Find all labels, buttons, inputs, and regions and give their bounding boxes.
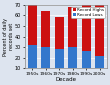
Legend: Record Highs, Record Lows: Record Highs, Record Lows (72, 7, 105, 18)
Bar (82, 3, 91, 51)
Bar (55, 49, 64, 68)
Bar (82, 51, 91, 68)
Bar (95, 1, 104, 56)
Bar (95, 56, 104, 68)
Bar (68, 47, 77, 68)
Bar (41, 11, 50, 47)
Bar (28, 5, 37, 45)
Y-axis label: Percent of daily
records set: Percent of daily records set (3, 18, 14, 56)
Bar (68, 7, 77, 47)
Bar (55, 18, 64, 49)
Bar (41, 47, 50, 68)
X-axis label: Decade: Decade (55, 77, 76, 82)
Bar (28, 45, 37, 68)
